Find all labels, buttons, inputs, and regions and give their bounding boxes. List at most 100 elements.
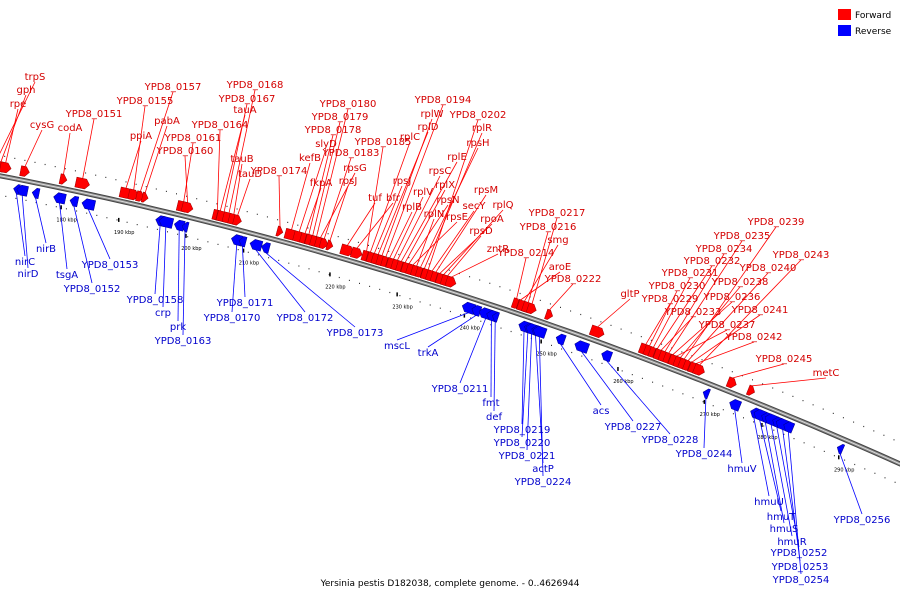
minor-tick	[712, 405, 714, 407]
minor-tick	[832, 412, 834, 414]
forward-label-line	[183, 142, 194, 202]
forward-gene-label-17: tauD	[238, 169, 262, 180]
forward-label-line	[370, 141, 411, 253]
forward-label-line	[346, 202, 376, 246]
minor-tick	[620, 328, 622, 330]
minor-tick	[378, 247, 380, 249]
forward-gene-label-38: rpsC	[429, 166, 452, 177]
forward-label-line	[389, 211, 413, 259]
minor-tick	[96, 214, 98, 216]
forward-label-line	[237, 178, 251, 216]
forward-gene-label-58: YPD8_0222	[544, 274, 602, 285]
minor-tick	[853, 421, 855, 423]
forward-gene-arrow	[74, 176, 90, 190]
forward-gene-label-70: YPD8_0239	[747, 217, 805, 228]
forward-label-line	[140, 91, 174, 192]
forward-label-line	[664, 253, 725, 353]
reverse-gene-arrow	[31, 188, 41, 199]
minor-tick	[630, 332, 632, 334]
reverse-gene-label-1: nirD	[18, 269, 39, 280]
minor-tick	[256, 213, 258, 215]
reverse-gene-label-28: hmuV	[727, 464, 756, 475]
forward-gene-arrow	[318, 237, 329, 249]
minor-tick	[308, 268, 310, 270]
minor-tick	[822, 408, 824, 410]
forward-label-line	[656, 265, 713, 350]
forward-gene-label-44: rpsH	[466, 138, 489, 149]
forward-gene-label-14: YPD8_0167	[218, 94, 276, 105]
reverse-label-line	[753, 417, 770, 497]
minor-tick	[702, 401, 704, 403]
reverse-label-line	[764, 422, 785, 524]
reverse-gene-arrow	[181, 221, 190, 233]
forward-gene-label-42: rpsE	[446, 212, 468, 223]
minor-tick	[591, 359, 593, 361]
minor-tick	[549, 303, 551, 305]
minor-tick	[743, 417, 744, 419]
tick-label-4: 220 kbp	[325, 284, 345, 290]
minor-tick	[510, 330, 512, 333]
minor-tick	[429, 304, 431, 306]
major-tick	[617, 367, 619, 371]
forward-label-line	[278, 175, 281, 227]
forward-gene-label-25: rpsG	[343, 163, 366, 174]
reverse-gene-label-21: YPD8_0221	[498, 451, 556, 462]
forward-label-line	[731, 363, 785, 379]
reverse-gene-label-35: YPD8_0254	[772, 575, 830, 586]
minor-tick	[337, 236, 339, 238]
minor-tick	[44, 163, 46, 166]
forward-label-line	[520, 271, 561, 301]
forward-gene-label-35: YPD8_0194	[414, 95, 472, 106]
minor-tick	[721, 367, 723, 369]
minor-tick	[156, 228, 158, 230]
forward-gene-label-62: YPD8_0231	[661, 268, 719, 279]
minor-tick	[490, 324, 492, 326]
forward-gene-label-18: YPD8_0174	[250, 166, 308, 177]
minor-tick	[106, 217, 108, 219]
reverse-gene-label-18: def	[486, 412, 503, 423]
minor-tick	[732, 413, 734, 415]
minor-tick	[682, 393, 684, 395]
reverse-gene-label-25: YPD8_0227	[604, 422, 662, 433]
tick-label-1: 190 kbp	[114, 230, 134, 236]
reverse-label-line	[703, 398, 707, 449]
reverse-gene-label-30: hmuT	[767, 512, 796, 523]
reverse-gene-label-2: nirB	[36, 244, 56, 255]
minor-tick	[783, 433, 785, 435]
tick-label-10: 280 kbp	[757, 435, 777, 441]
reverse-gene-label-12: YPD8_0172	[276, 313, 334, 324]
forward-label-line	[298, 148, 327, 233]
minor-tick	[772, 387, 774, 389]
major-tick	[703, 399, 706, 404]
forward-gene-label-57: YPD8_0217	[528, 208, 586, 219]
forward-gene-label-1: gph	[16, 85, 35, 96]
forward-gene-label-61: YPD8_0230	[648, 281, 706, 292]
reverse-gene-arrow	[16, 184, 29, 197]
minor-tick	[95, 174, 97, 176]
reverse-gene-label-20: YPD8_0220	[493, 438, 551, 449]
reverse-gene-arrow	[81, 198, 97, 211]
minor-tick	[782, 391, 784, 393]
minor-tick	[439, 307, 441, 309]
reverse-gene-arrow	[158, 216, 175, 229]
reverse-gene-label-8: prk	[170, 322, 186, 333]
minor-tick	[833, 455, 835, 457]
minor-tick	[307, 227, 309, 229]
reverse-label-line	[16, 194, 26, 257]
reverse-gene-label-6: YPD8_0158	[126, 295, 184, 306]
forward-gene-arrow	[19, 165, 30, 177]
minor-tick	[298, 265, 300, 267]
forward-gene-label-37: rplV	[413, 187, 433, 198]
forward-gene-label-66: YPD8_0235	[713, 231, 771, 242]
forward-gene-label-4: codA	[58, 123, 83, 134]
minor-tick	[803, 442, 805, 444]
forward-label-line	[184, 155, 188, 203]
forward-gene-label-23: YPD8_0179	[311, 112, 369, 123]
minor-tick	[278, 259, 280, 261]
forward-gene-label-13: tauA	[233, 105, 256, 116]
minor-tick	[672, 389, 674, 391]
forward-gene-arrow	[544, 308, 554, 320]
major-tick	[396, 292, 398, 297]
forward-gene-label-36: rplB	[402, 202, 422, 213]
